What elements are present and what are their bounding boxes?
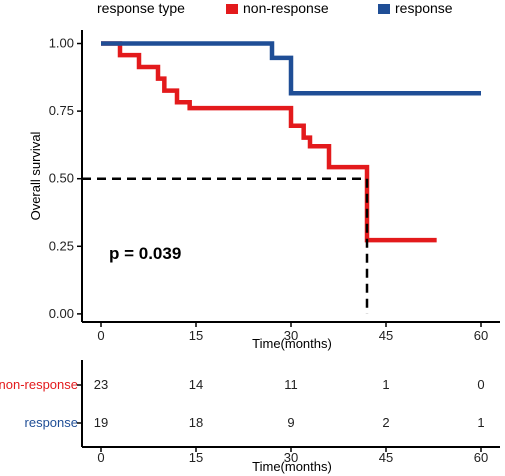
risk-count: 14 <box>189 377 203 392</box>
risk-count: 18 <box>189 415 203 430</box>
y-tick-label: 0.00 <box>49 306 74 321</box>
risk-count: 19 <box>94 415 108 430</box>
risk-x-tick-label: 15 <box>189 450 203 465</box>
risk-row-label: response <box>25 415 78 430</box>
x-tick-label: 30 <box>284 328 298 343</box>
survival-curve-response <box>101 41 481 96</box>
x-tick-label: 45 <box>379 328 393 343</box>
risk-count: 2 <box>382 415 389 430</box>
plot-ticks: 0.00 0.25 0.50 0.75 1.00 0 15 30 45 60 <box>49 36 489 343</box>
risk-x-tick-label: 0 <box>97 450 104 465</box>
risk-row-label: non-response <box>0 377 78 392</box>
median-reference-line <box>82 177 369 314</box>
survival-curve-non-response <box>101 41 437 243</box>
legend: response type non-response response <box>97 0 453 16</box>
risk-x-tick-label: 30 <box>284 450 298 465</box>
y-tick-label: 0.25 <box>49 238 74 253</box>
risk-count: 9 <box>287 415 294 430</box>
risk-count: 11 <box>284 377 298 392</box>
legend-title: response type <box>97 0 185 16</box>
risk-x-tick-label: 45 <box>379 450 393 465</box>
y-tick-label: 0.50 <box>49 171 74 186</box>
km-plot: 0.00 0.25 0.50 0.75 1.00 0 15 30 45 60 Overall su… <box>28 30 500 351</box>
risk-count: 0 <box>477 377 484 392</box>
p-value-label: p = 0.039 <box>109 244 181 263</box>
y-axis-title: Overall survival <box>28 131 43 220</box>
legend-swatch-non-response <box>226 4 238 14</box>
y-tick-label: 1.00 <box>49 36 74 51</box>
risk-count: 1 <box>382 377 389 392</box>
x-tick-label: 0 <box>97 328 104 343</box>
legend-label-non-response: non-response <box>243 0 329 16</box>
risk-x-tick-label: 60 <box>474 450 488 465</box>
risk-count: 1 <box>477 415 484 430</box>
y-tick-label: 0.75 <box>49 103 74 118</box>
legend-label-response: response <box>395 0 453 16</box>
x-axis-title: Time(months) <box>252 336 332 351</box>
x-tick-label: 60 <box>474 328 488 343</box>
risk-x-axis-title: Time(months) <box>252 459 332 474</box>
x-tick-label: 15 <box>189 328 203 343</box>
survival-curves <box>82 41 481 314</box>
legend-swatch-response <box>378 4 390 14</box>
risk-count: 23 <box>94 377 108 392</box>
